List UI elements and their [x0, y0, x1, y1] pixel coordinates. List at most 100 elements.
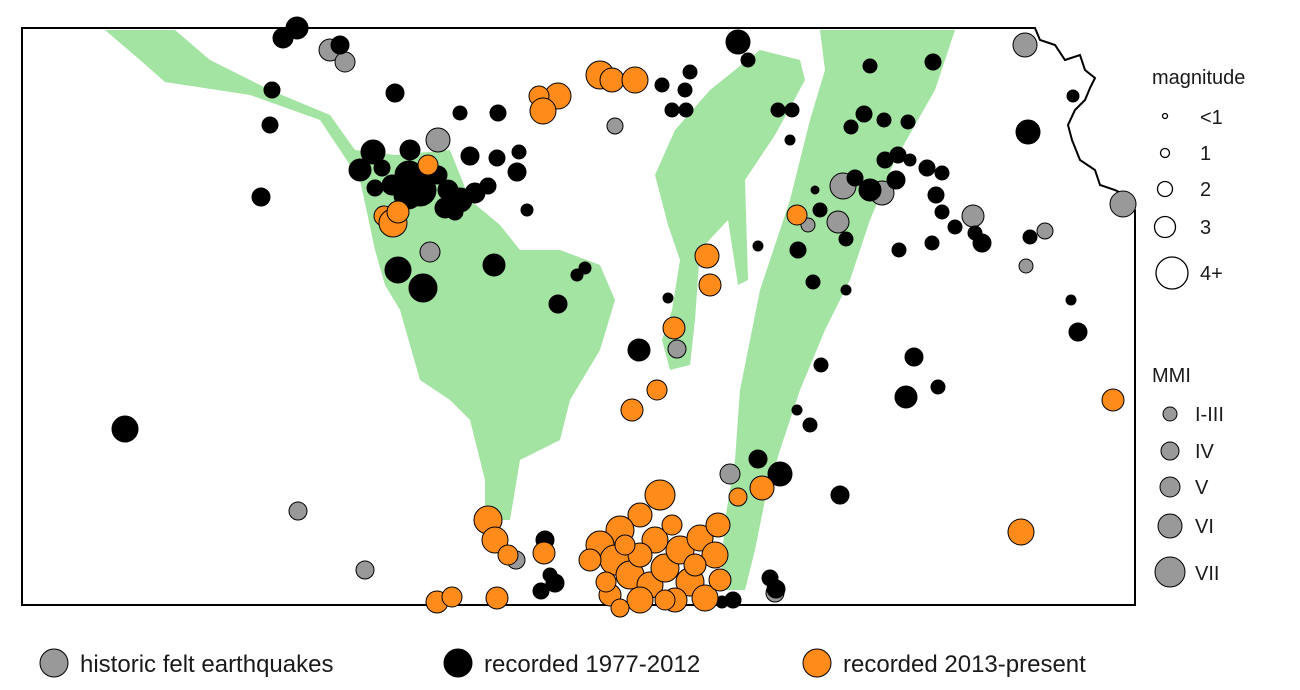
recorded-1977-2012-point [770, 102, 786, 118]
recorded-1977-2012-point [766, 579, 786, 599]
magnitude-legend-label-4plus: 4+ [1200, 263, 1223, 285]
recorded-1977-2012-point [678, 102, 694, 118]
historic-quake-point [425, 127, 451, 153]
recorded-2013-present-point [686, 524, 714, 552]
recorded-1977-2012-point [791, 404, 803, 416]
historic-quake-point [961, 204, 985, 228]
historic-quake-point [719, 463, 741, 485]
recorded-1977-2012-point [812, 202, 828, 218]
recorded-1977-2012-point [548, 294, 568, 314]
recorded-1977-2012-point [934, 165, 950, 181]
mmi-legend-symbol-vi [1157, 513, 1183, 539]
mmi-legend: MMI I-III IV V VI VII [1152, 365, 1224, 588]
recorded-1977-2012-point [830, 485, 850, 505]
magnitude-legend: magnitude <1 1 2 3 4+ [1152, 67, 1245, 290]
recorded-1977-2012-point [862, 58, 878, 74]
state-outline [21, 27, 1136, 606]
recorded-1977-2012-point [511, 144, 527, 160]
recorded-2013-present-point [698, 273, 722, 297]
recorded-1977-2012-point [578, 261, 592, 275]
recorded-1977-2012-point [843, 119, 859, 135]
historic-quake-point [1018, 258, 1034, 274]
recorded-2013-present-point [708, 568, 732, 592]
recorded-1977-2012-point [904, 347, 924, 367]
recorded-1977-2012-point [748, 449, 768, 469]
recorded-1977-2012-point [111, 415, 139, 443]
recorded-2013-present-point [621, 66, 649, 94]
recorded-1977-2012-point [802, 417, 818, 433]
mmi-legend-label-iv: IV [1195, 441, 1215, 463]
mmi-legend-symbol-v [1159, 476, 1181, 498]
mmi-legend-label-v: V [1195, 477, 1209, 499]
recorded-1977-2012-point [810, 185, 820, 195]
historic-quake-point [1109, 190, 1137, 218]
recorded-2013-present-point [694, 243, 720, 269]
recorded-1977-2012-point [532, 582, 550, 600]
magnitude-legend-symbol-lt1 [1161, 112, 1169, 120]
recorded-1977-2012-point [918, 159, 936, 177]
historic-quake-point [667, 339, 687, 359]
recorded-1977-2012-point [789, 241, 807, 259]
recorded-2013-present-point [1101, 388, 1125, 412]
recorded-2013-present-point [485, 586, 509, 610]
recorded-1977-2012-point [886, 170, 906, 190]
historic-quake-point [334, 51, 356, 73]
historic-quake-point [355, 560, 375, 580]
mmi-legend-symbol-vii [1154, 556, 1186, 588]
historic-quake-point [419, 241, 441, 263]
recorded-1977-2012-point [876, 112, 892, 128]
recorded-1977-2012-point [903, 153, 917, 167]
recorded-1977-2012-point [366, 179, 384, 197]
recorded-1977-2012-point [542, 567, 558, 583]
recorded-2013-present-point [786, 204, 808, 226]
recorded-1977-2012-point [479, 177, 497, 195]
magnitude-legend-symbol-1 [1159, 147, 1171, 159]
recorded-2013-present-point [626, 586, 654, 614]
recorded-1977-2012-point [360, 139, 386, 165]
recorded-1977-2012-point [261, 116, 279, 134]
recorded-1977-2012-point [813, 357, 829, 373]
category-legend-label-recorded-1977-2012: recorded 1977-2012 [484, 651, 700, 678]
category-legend: historic felt earthquakes recorded 1977-… [39, 648, 1086, 678]
historic-quake-point [288, 501, 308, 521]
recorded-1977-2012-point [385, 83, 405, 103]
recorded-1977-2012-point [900, 114, 916, 130]
recorded-1977-2012-point [1022, 229, 1038, 245]
recorded-1977-2012-point [930, 379, 946, 395]
magnitude-legend-label-2: 2 [1200, 179, 1211, 201]
recorded-2013-present-point [578, 548, 602, 572]
mmi-legend-title: MMI [1152, 365, 1191, 387]
recorded-2013-present-point [441, 586, 463, 608]
recorded-1977-2012-point [384, 256, 412, 284]
recorded-1977-2012-point [846, 169, 864, 187]
recorded-2013-present-point [701, 541, 729, 569]
recorded-1977-2012-point [894, 385, 918, 409]
recorded-1977-2012-point [348, 158, 372, 182]
recorded-1977-2012-point [373, 159, 391, 177]
recorded-1977-2012-point [784, 134, 796, 146]
recorded-1977-2012-point [1015, 119, 1041, 145]
recorded-1977-2012-point [507, 162, 527, 182]
recorded-1977-2012-point [924, 235, 940, 251]
recorded-1977-2012-point [627, 338, 651, 362]
recorded-1977-2012-point [840, 284, 852, 296]
magnitude-legend-symbol-2 [1156, 180, 1174, 198]
recorded-1977-2012-point [858, 178, 882, 202]
historic-quake-point [826, 210, 850, 234]
recorded-1977-2012-point [654, 77, 670, 93]
recorded-2013-present-point [728, 487, 748, 507]
recorded-2013-present-point [691, 584, 719, 612]
historic-quake-point [1012, 32, 1038, 58]
recorded-1977-2012-point [1066, 89, 1080, 103]
recorded-1977-2012-point [725, 29, 751, 55]
recorded-1977-2012-point [838, 231, 854, 247]
category-legend-symbol-recorded-1977-2012 [443, 648, 473, 678]
magnitude-legend-symbol-3 [1153, 215, 1177, 239]
recorded-1977-2012-point [408, 273, 438, 303]
mmi-legend-symbol-i-iii [1162, 406, 1178, 422]
recorded-2013-present-point [610, 598, 630, 618]
recorded-1977-2012-point [934, 204, 950, 220]
mmi-legend-symbol-iv [1160, 441, 1180, 461]
mmi-legend-label-vi: VI [1195, 516, 1214, 538]
